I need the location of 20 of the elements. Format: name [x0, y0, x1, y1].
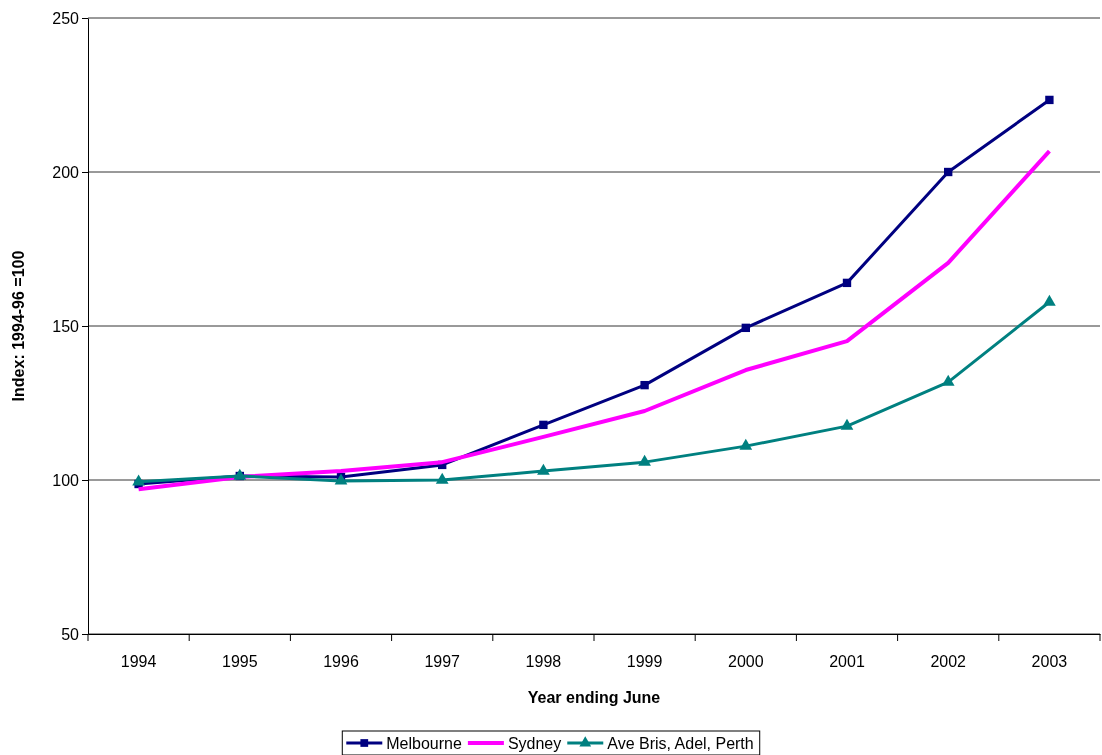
x-tick-label: 2000 [728, 653, 764, 671]
x-axis-title: Year ending June [527, 689, 661, 706]
x-tick-label: 2003 [1031, 653, 1068, 671]
legend-label: Ave Bris, Adel, Perth [607, 735, 754, 752]
x-tick-label: 2001 [829, 653, 865, 671]
x-tick-label: 1995 [222, 653, 258, 671]
x-tick-label: 1996 [323, 653, 359, 671]
y-tick-label: 100 [52, 471, 80, 489]
legend-label: Melbourne [386, 735, 462, 752]
y-tick-label: 250 [52, 9, 80, 27]
y-axis-title: Index: 1994-96 =100 [10, 250, 27, 402]
y-tick-label: 150 [52, 317, 80, 335]
x-tick-label: 1998 [525, 653, 562, 671]
y-tick-label: 200 [52, 163, 80, 181]
x-tick-label: 1999 [626, 653, 663, 671]
x-tick-label: 1997 [424, 653, 461, 671]
y-tick-label: 50 [61, 625, 80, 643]
legend-label: Sydney [507, 735, 562, 752]
x-tick-label: 1994 [120, 653, 157, 671]
x-tick-label: 2002 [930, 653, 967, 671]
